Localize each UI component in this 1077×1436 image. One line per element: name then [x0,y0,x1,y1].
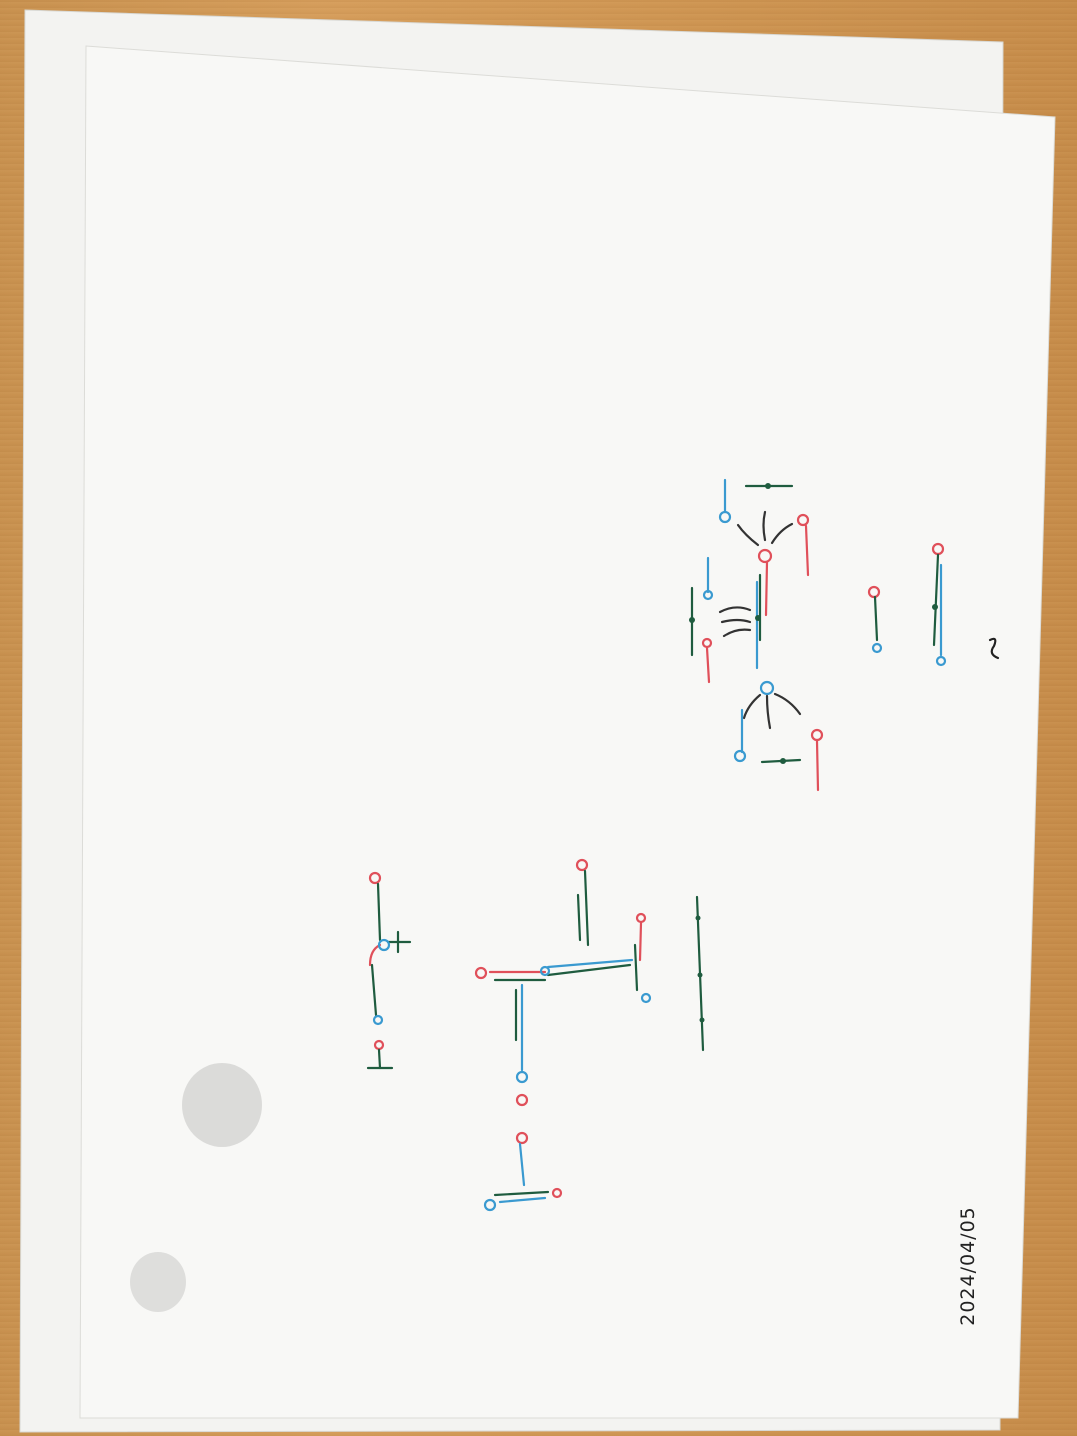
arrow-stroke [762,510,767,542]
ink-stroke [518,1142,526,1187]
ink-stroke [376,882,382,942]
ink-node [759,680,775,696]
arrow-stroke [765,694,772,730]
ink-stroke [764,560,769,617]
ink-node [765,483,771,489]
ink-node [718,510,732,524]
ink-stroke [498,1196,547,1204]
ink-node [368,871,382,885]
ink-node [733,749,747,763]
ink-squiggle [988,637,1000,660]
ink-node [372,1014,384,1026]
ink-node [689,617,695,623]
ink-stroke [583,869,590,947]
ink-node [483,1198,497,1212]
ink-node [515,1093,529,1107]
ink-node [871,642,883,654]
ink-node [780,758,786,764]
ink-stroke [546,958,634,969]
ink-stroke [576,893,582,942]
ink-node [932,604,938,610]
ink-node [539,965,551,977]
ink-stroke [804,524,810,577]
ink-stroke [815,739,820,792]
ink-node [575,858,589,872]
ink-stroke [546,963,632,977]
ink-node [551,1187,563,1199]
ink-node [757,548,773,564]
arrow-stroke [736,523,760,547]
handwritten-date: 2024/04/05 [957,1206,979,1326]
ink-node [697,972,703,978]
ink-stroke [873,595,879,642]
ink-node [935,655,947,667]
front-paper-sheet [79,45,1056,1419]
ink-stroke [633,943,639,992]
ink-stroke [370,963,378,1017]
ink-node [474,966,488,980]
ink-node [695,915,701,921]
ink-node [515,1070,529,1084]
ink-stroke [932,553,940,647]
arrow-stroke [742,693,762,720]
ink-node [377,938,391,952]
ink-node [699,1017,705,1023]
arrow-stroke [720,618,752,624]
ink-node [755,615,761,621]
shadow-blob [182,1063,262,1147]
arrow-stroke [718,606,752,614]
ink-stroke [705,646,711,684]
arrow-stroke [770,522,794,545]
arrow-stroke [722,628,752,638]
ink-node [796,513,810,527]
ink-stroke [377,1048,382,1070]
ink-node [515,1131,529,1145]
ink-stroke [638,921,643,962]
arrow-stroke [773,692,802,716]
ink-stroke [493,1190,550,1197]
shadow-blob [130,1252,186,1312]
ink-node [702,589,714,601]
ink-node [640,992,652,1004]
